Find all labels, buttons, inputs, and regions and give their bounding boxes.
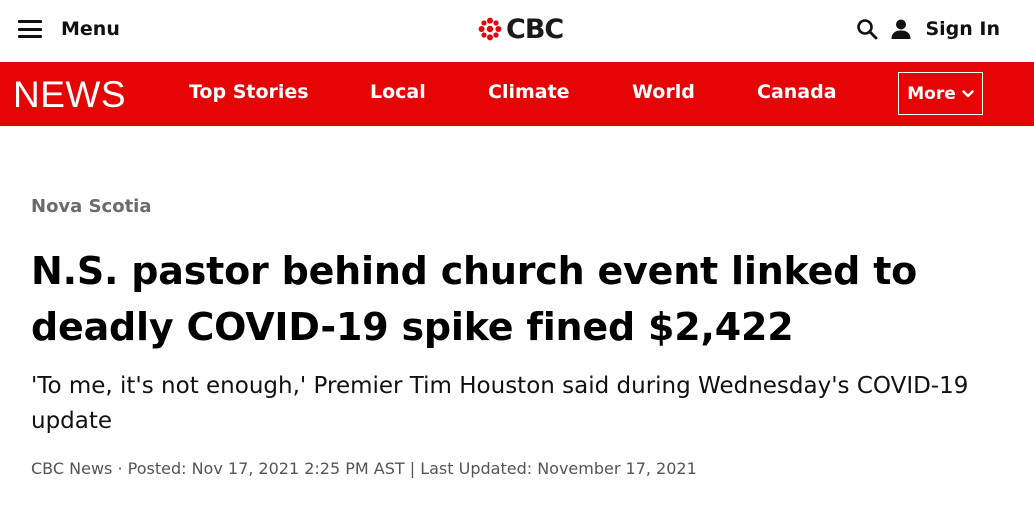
logo-text: CBC xyxy=(506,13,564,45)
sign-in-link[interactable]: Sign In xyxy=(925,18,1000,40)
nav-item-local[interactable]: Local xyxy=(370,81,426,103)
article-header: Nova Scotia N.S. pastor behind church ev… xyxy=(31,196,991,478)
search-icon[interactable] xyxy=(854,16,880,42)
nav-item-canada[interactable]: Canada xyxy=(757,81,837,103)
menu-button[interactable]: Menu xyxy=(18,14,120,44)
cbc-logo[interactable]: CBC xyxy=(478,13,564,45)
nav-item-top-stories[interactable]: Top Stories xyxy=(189,81,309,103)
article-deck: 'To me, it's not enough,' Premier Tim Ho… xyxy=(31,373,969,434)
article-byline: CBC News · Posted: Nov 17, 2021 2:25 PM … xyxy=(31,459,697,478)
more-label: More xyxy=(907,83,956,104)
nav-item-climate[interactable]: Climate xyxy=(488,81,570,103)
nav-item-world[interactable]: World xyxy=(632,81,695,103)
header-tools: Sign In xyxy=(854,14,1000,44)
cbc-gem-icon xyxy=(478,17,502,41)
news-nav-bar: NEWS Top Stories Local Climate World Can… xyxy=(0,62,1034,126)
section-label[interactable]: Nova Scotia xyxy=(31,196,152,217)
menu-label[interactable]: Menu xyxy=(61,18,120,40)
chevron-down-icon xyxy=(962,89,974,97)
news-brand-link[interactable]: NEWS xyxy=(13,74,126,115)
top-header: Menu CBC Sign In xyxy=(0,0,1034,62)
more-menu-button[interactable]: More xyxy=(898,72,983,115)
user-icon[interactable] xyxy=(888,16,914,42)
hamburger-icon[interactable] xyxy=(18,20,42,38)
article-headline: N.S. pastor behind church event linked t… xyxy=(31,249,918,349)
